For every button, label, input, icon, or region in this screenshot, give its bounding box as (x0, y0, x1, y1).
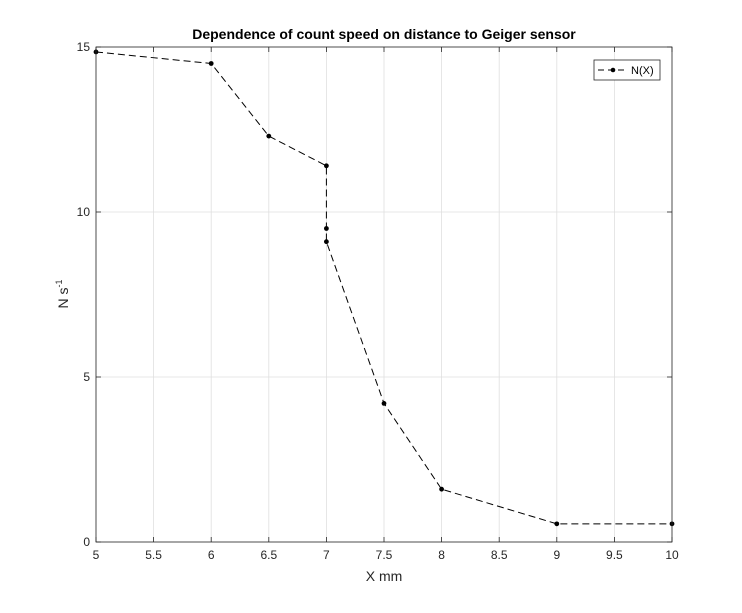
x-axis-title: X mm (366, 568, 403, 584)
x-tick-label: 8.5 (491, 548, 508, 562)
y-tick-label: 0 (83, 535, 90, 549)
series-line (95, 51, 672, 525)
x-tick-label: 9 (553, 548, 560, 562)
y-axis-title: N s-1 (54, 279, 71, 308)
legend-marker-sample (610, 67, 616, 73)
legend: N(X) (593, 59, 661, 81)
y-tick-label: 15 (77, 40, 91, 54)
chart-title: Dependence of count speed on distance to… (192, 26, 576, 42)
x-tick-label: 9.5 (606, 548, 623, 562)
data-point (266, 133, 272, 139)
legend-label: N(X) (631, 65, 654, 77)
x-tick-label: 10 (665, 548, 679, 562)
x-tick-label: 5.5 (145, 548, 162, 562)
data-point (554, 521, 560, 527)
y-tick-label: 5 (83, 370, 90, 384)
data-point (324, 226, 329, 231)
y-axis-title-main: N s (55, 288, 71, 309)
x-tick-label: 7 (323, 548, 330, 562)
series-layer (93, 49, 675, 527)
axis-ticks (95, 46, 673, 543)
legend-box (593, 59, 661, 81)
data-point (381, 401, 387, 406)
x-tick-label: 5 (93, 548, 100, 562)
y-tick-label: 10 (77, 205, 91, 219)
y-axis-title-exponent: -1 (54, 279, 64, 287)
data-point (208, 61, 214, 66)
x-tick-label: 8 (438, 548, 445, 562)
data-point (324, 163, 329, 169)
data-point (439, 486, 444, 492)
x-tick-label: 6 (208, 548, 215, 562)
x-tick-label: 7.5 (376, 548, 393, 562)
data-point (324, 239, 329, 245)
x-tick-label: 6.5 (260, 548, 277, 562)
